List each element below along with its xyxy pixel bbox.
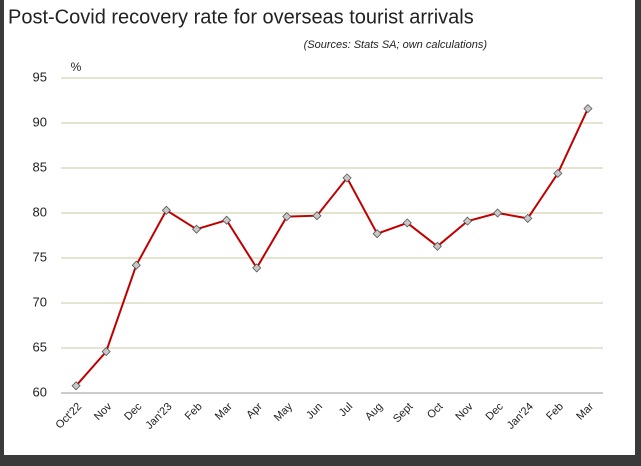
data-point — [372, 229, 382, 239]
chart-subtitle: (Sources: Stats SA; own calculations) — [304, 39, 488, 51]
data-point — [553, 168, 563, 178]
y-tick-label: 65 — [33, 339, 47, 354]
y-tick-label: 70 — [33, 294, 47, 309]
data-point — [252, 263, 262, 273]
data-point — [71, 381, 81, 391]
y-tick-label: 80 — [33, 204, 47, 219]
chart-panel — [4, 0, 635, 455]
y-tick-label: 60 — [33, 384, 47, 399]
data-point — [342, 173, 352, 183]
data-line — [75, 108, 589, 387]
y-tick-label: 85 — [33, 159, 47, 174]
y-tick-label: 75 — [33, 249, 47, 264]
data-point — [462, 216, 473, 226]
data-point — [583, 104, 593, 114]
y-tick-label: 90 — [33, 114, 47, 129]
data-point — [282, 212, 292, 222]
data-point — [432, 241, 442, 251]
data-point — [161, 205, 171, 215]
y-tick-label: 95 — [33, 69, 47, 84]
data-point — [523, 213, 533, 223]
data-point — [222, 215, 232, 225]
data-point — [131, 260, 141, 270]
data-point — [402, 218, 412, 228]
data-point — [493, 208, 503, 218]
data-point — [312, 211, 322, 221]
chart-title: Post-Covid recovery rate for overseas to… — [8, 6, 474, 28]
data-point — [101, 347, 111, 357]
y-axis-label: % — [71, 60, 82, 74]
data-point — [191, 224, 202, 234]
